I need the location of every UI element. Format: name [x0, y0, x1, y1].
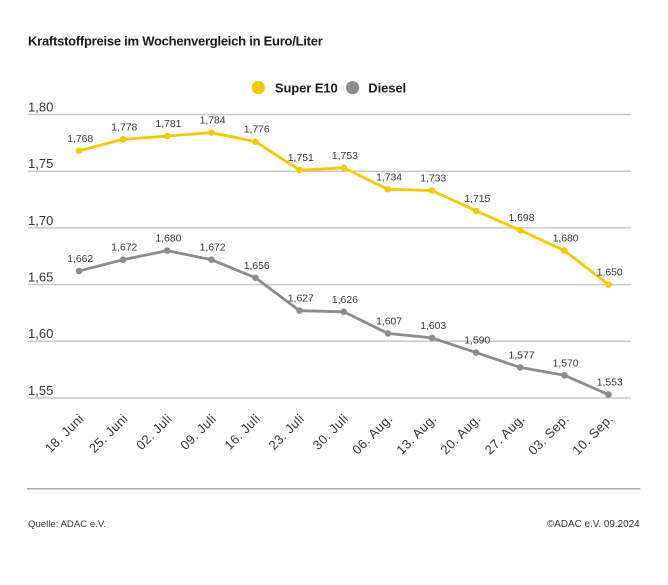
svg-text:1,768: 1,768 [67, 134, 93, 145]
svg-text:1,603: 1,603 [420, 321, 446, 332]
svg-text:1,590: 1,590 [464, 336, 490, 347]
svg-text:1,70: 1,70 [28, 213, 53, 228]
svg-text:Quelle: ADAC e.V.: Quelle: ADAC e.V. [28, 519, 106, 530]
svg-text:1,626: 1,626 [332, 295, 358, 306]
svg-text:1,650: 1,650 [597, 268, 623, 279]
svg-text:1,80: 1,80 [28, 99, 53, 114]
svg-text:1,733: 1,733 [420, 174, 446, 185]
svg-text:1,577: 1,577 [508, 350, 534, 361]
svg-text:1,672: 1,672 [200, 243, 226, 254]
svg-text:1,734: 1,734 [376, 172, 402, 183]
svg-text:1,627: 1,627 [288, 294, 314, 305]
svg-text:1,751: 1,751 [288, 153, 314, 164]
svg-text:1,778: 1,778 [111, 122, 137, 133]
svg-text:1,781: 1,781 [155, 119, 181, 130]
svg-text:1,607: 1,607 [376, 316, 402, 327]
svg-text:1,55: 1,55 [28, 383, 53, 398]
svg-text:1,553: 1,553 [597, 378, 623, 389]
svg-text:1,60: 1,60 [28, 326, 53, 341]
svg-text:1,784: 1,784 [200, 116, 226, 127]
svg-text:©ADAC e.V. 09.2024: ©ADAC e.V. 09.2024 [547, 519, 640, 530]
svg-text:Super E10: Super E10 [275, 81, 338, 96]
svg-text:1,662: 1,662 [67, 254, 93, 265]
svg-text:Kraftstoffpreise im Wochenverg: Kraftstoffpreise im Wochenvergleich in E… [28, 33, 323, 48]
svg-text:1,680: 1,680 [553, 234, 579, 245]
svg-text:1,776: 1,776 [244, 125, 270, 136]
svg-text:Diesel: Diesel [368, 81, 406, 96]
svg-text:1,656: 1,656 [244, 261, 270, 272]
svg-text:1,75: 1,75 [28, 156, 53, 171]
svg-text:1,65: 1,65 [28, 270, 53, 285]
svg-text:1,698: 1,698 [508, 213, 534, 224]
svg-text:1,570: 1,570 [553, 358, 579, 369]
svg-text:1,680: 1,680 [155, 234, 181, 245]
svg-text:1,753: 1,753 [332, 151, 358, 162]
svg-text:1,672: 1,672 [111, 243, 137, 254]
svg-text:1,715: 1,715 [464, 194, 490, 205]
